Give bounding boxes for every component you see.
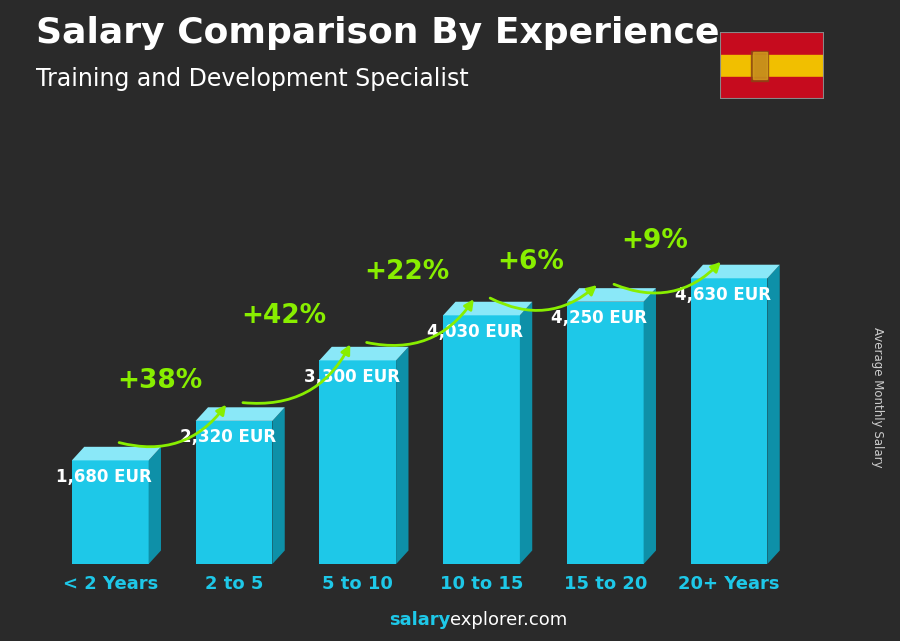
FancyBboxPatch shape [443, 315, 520, 564]
FancyBboxPatch shape [690, 278, 768, 564]
Polygon shape [72, 447, 161, 460]
Text: +6%: +6% [498, 249, 564, 275]
Text: +42%: +42% [241, 303, 326, 329]
FancyBboxPatch shape [320, 360, 396, 564]
Text: 2,320 EUR: 2,320 EUR [180, 428, 276, 446]
Polygon shape [195, 407, 284, 421]
Polygon shape [148, 447, 161, 564]
FancyBboxPatch shape [195, 421, 273, 564]
Bar [720, 32, 824, 54]
Text: 3,300 EUR: 3,300 EUR [303, 368, 400, 386]
Polygon shape [396, 347, 409, 564]
Text: 4,250 EUR: 4,250 EUR [551, 309, 647, 327]
Polygon shape [320, 347, 409, 360]
Polygon shape [520, 302, 532, 564]
Polygon shape [567, 288, 656, 302]
Text: Training and Development Specialist: Training and Development Specialist [36, 67, 469, 91]
Polygon shape [443, 302, 532, 315]
Bar [752, 52, 767, 79]
Text: Average Monthly Salary: Average Monthly Salary [871, 327, 884, 468]
Text: Salary Comparison By Experience: Salary Comparison By Experience [36, 16, 719, 50]
Text: +22%: +22% [364, 259, 450, 285]
Text: 1,680 EUR: 1,680 EUR [56, 468, 152, 486]
Polygon shape [273, 407, 284, 564]
Bar [720, 77, 824, 99]
FancyBboxPatch shape [567, 302, 644, 564]
Text: +9%: +9% [621, 228, 688, 254]
Text: explorer.com: explorer.com [450, 612, 567, 629]
Polygon shape [768, 265, 779, 564]
FancyBboxPatch shape [72, 460, 148, 564]
Polygon shape [690, 265, 779, 278]
Text: 4,030 EUR: 4,030 EUR [428, 322, 523, 341]
Text: 4,630 EUR: 4,630 EUR [675, 286, 770, 304]
Bar [720, 54, 824, 77]
Bar [751, 51, 769, 81]
Polygon shape [644, 288, 656, 564]
Text: +38%: +38% [117, 369, 202, 394]
Text: salary: salary [389, 612, 450, 629]
